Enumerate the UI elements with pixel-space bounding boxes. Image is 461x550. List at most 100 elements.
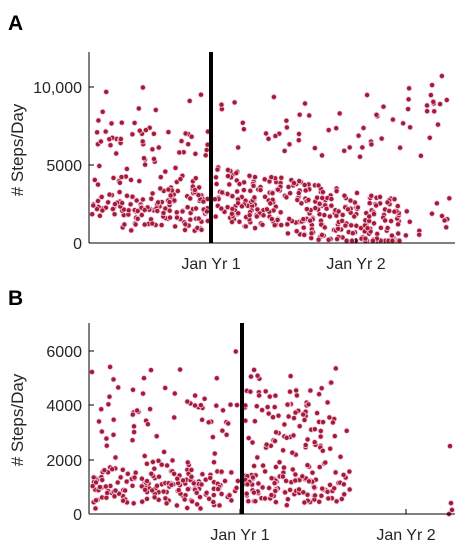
panel-a-data-point-206 xyxy=(191,186,198,193)
panel-a-data-point-114 xyxy=(99,207,106,214)
panel-b-ytick-label-4000: 4000 xyxy=(46,398,82,415)
panel-b-data-point-56 xyxy=(110,431,117,438)
panel-a-data-point-461 xyxy=(267,200,274,207)
panel-a-data-point-469 xyxy=(341,192,348,199)
panel-a-data-point-531 xyxy=(335,225,342,232)
panel-a-data-point-146 xyxy=(141,206,148,213)
panel-b-data-point-240 xyxy=(343,427,350,434)
panel-a-data-point-537 xyxy=(344,206,351,213)
panel-b-data-point-195 xyxy=(142,486,149,493)
panel-b-data-point-132 xyxy=(194,501,201,508)
panel-b-data-point-123 xyxy=(117,474,124,481)
panel-a-data-point-420 xyxy=(224,173,231,180)
panel-b-data-point-284 xyxy=(272,499,279,506)
panel-b-data-point-196 xyxy=(104,489,111,496)
panel-a-data-point-205 xyxy=(173,214,180,221)
panel-a-data-point-516 xyxy=(307,217,314,224)
panel-a-data-point-126 xyxy=(95,181,102,188)
panel-b-data-point-92 xyxy=(199,416,206,423)
panel-a-data-point-184 xyxy=(98,193,105,200)
panel-a-data-point-527 xyxy=(384,199,391,206)
panel-a-data-point-370 xyxy=(263,206,270,213)
panel-a-ytick-label-10000: 10,000 xyxy=(33,80,82,97)
panel-b-data-point-43 xyxy=(143,460,150,467)
panel-b-data-point-364 xyxy=(262,468,269,475)
panel-b-data-point-166 xyxy=(163,500,170,507)
panel-b-data-point-407 xyxy=(324,399,331,406)
panel-b-data-point-355 xyxy=(262,388,269,395)
panel-b-data-point-154 xyxy=(206,495,213,502)
panel-a-data-point-204 xyxy=(134,215,141,222)
panel-a-data-point-574 xyxy=(231,99,238,106)
panel-a-data-point-544 xyxy=(341,147,348,154)
panel-b-data-point-322 xyxy=(292,471,299,478)
panel-b-data-point-71 xyxy=(173,502,180,509)
panel-b-data-point-197 xyxy=(102,483,109,490)
panel-a-data-point-101 xyxy=(187,195,194,202)
panel-b-data-point-353 xyxy=(280,447,287,454)
panel-a-data-point-233 xyxy=(284,221,291,228)
panel-a-data-point-90 xyxy=(95,117,102,124)
panel-b-data-point-115 xyxy=(209,434,216,441)
panel-a-data-point-565 xyxy=(296,111,303,118)
panel-a-data-point-404 xyxy=(211,196,218,203)
panel-a-data-point-572 xyxy=(368,141,375,148)
panel-a-data-point-335 xyxy=(316,211,323,218)
panel-b-data-point-27 xyxy=(139,390,146,397)
panel-b-data-point-358 xyxy=(271,404,278,411)
panel-b-data-point-98 xyxy=(171,470,178,477)
panel-b-data-point-109 xyxy=(226,492,233,499)
panel-b-data-point-48 xyxy=(151,465,158,472)
panel-b-data-point-360 xyxy=(272,463,279,470)
panel-a-xtick-label-jan-yr-2: Jan Yr 2 xyxy=(326,256,385,273)
panel-a-data-point-436 xyxy=(296,178,303,185)
panel-a-data-point-589 xyxy=(423,102,430,109)
panel-a-data-point-228 xyxy=(321,212,328,219)
panel-a-data-point-445 xyxy=(339,217,346,224)
panel-a-data-point-536 xyxy=(257,186,264,193)
panel-b-data-point-287 xyxy=(259,484,266,491)
panel-a-data-point-383 xyxy=(298,200,305,207)
panel-a-data-point-435 xyxy=(386,207,393,214)
panel-a-data-point-592 xyxy=(406,218,413,225)
panel-b-data-point-285 xyxy=(266,484,273,491)
panel-a-data-point-336 xyxy=(224,166,231,173)
panel-a-data-point-418 xyxy=(394,203,401,210)
panel-a-data-point-510 xyxy=(302,187,309,194)
panel-b-data-point-137 xyxy=(112,487,119,494)
panel-a-data-point-499 xyxy=(253,213,260,220)
panel-a-data-point-32 xyxy=(148,195,155,202)
panel-b-data-point-125 xyxy=(219,407,226,414)
panel-b-data-point-226 xyxy=(207,474,214,481)
panel-a-data-point-45 xyxy=(103,88,110,95)
panel-b-data-point-168 xyxy=(234,477,241,484)
panel-a-data-point-321 xyxy=(261,193,268,200)
panel-b-data-point-306 xyxy=(304,462,311,469)
panel-a-data-point-41 xyxy=(107,142,114,149)
panel-a-data-point-39 xyxy=(108,120,115,127)
panel-b-data-point-431 xyxy=(447,500,454,507)
panel-a-data-point-515 xyxy=(212,213,219,220)
panel-a-data-point-428 xyxy=(219,189,226,196)
panel-a-data-point-388 xyxy=(353,189,360,196)
panel-b-data-point-356 xyxy=(327,445,334,452)
panel-b-data-point-190 xyxy=(203,489,210,496)
panel-a-data-point-540 xyxy=(407,124,414,131)
panel-a-data-point-27 xyxy=(133,197,140,204)
panel-b-data-point-293 xyxy=(326,481,333,488)
panel-a-data-point-199 xyxy=(166,199,173,206)
panel-b-data-point-423 xyxy=(253,403,260,410)
panel-a-data-point-535 xyxy=(335,208,342,215)
panel-b-data-point-398 xyxy=(266,393,273,400)
panel-a-data-point-113 xyxy=(192,150,199,157)
panel-b-data-point-257 xyxy=(251,462,258,469)
panel-a-data-point-51 xyxy=(166,214,173,221)
panel-a-data-point-521 xyxy=(382,217,389,224)
panel-a-data-point-395 xyxy=(236,180,243,187)
panel-b-data-point-270 xyxy=(272,392,279,399)
panel-a-data-point-92 xyxy=(182,130,189,137)
panel-b-data-point-348 xyxy=(317,433,324,440)
panel-b-data-point-212 xyxy=(218,490,225,497)
panel-a-data-point-451 xyxy=(325,236,332,243)
panel-a-data-point-426 xyxy=(246,172,253,179)
